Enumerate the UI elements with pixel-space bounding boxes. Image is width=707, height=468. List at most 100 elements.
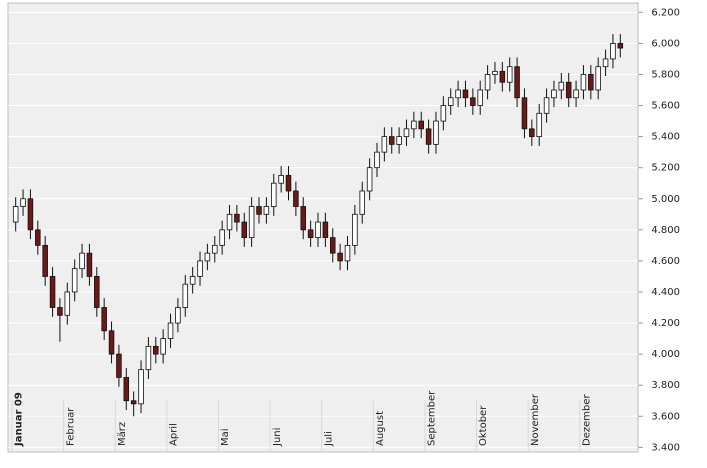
candle-body [381,136,388,153]
candle-body [447,97,454,106]
candle-body [189,276,196,285]
candle-body [256,206,262,215]
y-tick-label: 4.600 [651,256,680,267]
candle-body [337,252,343,262]
y-tick-label: 4.000 [651,349,680,360]
candle-body [617,42,624,49]
candle-body [20,198,26,207]
candle-body [234,213,240,223]
candle-body [418,120,424,130]
candle-body [27,198,34,231]
candle-body [248,206,255,238]
candle-body [329,237,336,254]
y-tick-label: 4.200 [651,318,680,329]
candle-body [396,136,402,145]
candle-body [71,268,78,293]
x-tick-label: September [427,390,438,446]
candle-body [484,74,491,91]
y-tick-label: 6.200 [651,7,680,18]
candle-body [521,97,528,130]
candle-body [551,89,557,99]
candle-body [359,190,366,215]
x-tick-label: Juli [323,431,334,447]
x-tick-label: Mai [220,428,231,446]
candle-body [580,74,587,91]
candle-body [499,70,506,83]
candle-body [130,400,137,405]
x-tick-label: November [530,393,541,446]
x-tick-label: Oktober [478,405,489,446]
candle-body [536,112,542,138]
y-tick-label: 5.400 [651,132,680,143]
candle-body [352,213,358,246]
candle-body [153,345,159,355]
candle-body [35,229,41,246]
candle-body [462,89,469,99]
y-tick-label: 5.200 [651,163,680,174]
candle-body [558,81,565,91]
candle-body [12,206,19,223]
candle-body [138,369,144,405]
candle-body [344,244,351,262]
x-tick-label: Februar [65,407,76,446]
y-tick-label: 6.000 [651,38,680,49]
candle-body [529,128,535,138]
candle-body [492,70,498,75]
candle-body [455,89,461,99]
y-tick-label: 3.400 [651,442,680,453]
candle-body [433,120,439,145]
candle-body [145,345,152,371]
candle-body [108,330,115,355]
candle-body [315,221,321,238]
candle-body [94,276,100,308]
y-tick-label: 5.600 [651,101,680,112]
candle-body [86,252,93,277]
candle-body [374,151,380,169]
y-tick-label: 3.600 [651,411,680,422]
candle-body [388,136,395,145]
candle-body [411,120,417,130]
candle-body [182,283,189,308]
candle-body [278,175,284,184]
y-tick-label: 3.800 [651,380,680,391]
candle-body [42,244,48,277]
candle-body [49,276,56,308]
candle-body [543,97,550,114]
candle-body [470,97,476,106]
candle-body [270,182,277,207]
candle-body [116,353,122,378]
candle-body [440,105,447,122]
candle-body [425,128,432,145]
candle-body [477,89,483,106]
candle-body [403,128,410,138]
candle-body [514,66,520,99]
candle-body [588,74,594,91]
x-tick-label: April [169,423,180,446]
candle-body [263,206,270,215]
candle-body [175,307,181,324]
candle-body [160,338,166,355]
y-tick-label: 5.000 [651,194,680,205]
x-tick-label: Dezember [581,394,592,446]
candle-body [610,42,616,60]
x-tick-label: Januar 09 [14,392,25,447]
candle-body [79,252,85,270]
candle-body [322,221,329,238]
candle-body [226,213,233,231]
y-tick-label: 5.800 [651,69,680,80]
candle-body [595,66,601,91]
candle-body [565,81,572,99]
candle-body [285,175,292,192]
candle-body [573,89,579,99]
candle-body [300,206,307,231]
candle-body [602,58,609,68]
candle-body [101,307,107,332]
candle-body [293,190,299,207]
candle-body [64,291,71,316]
candle-body [219,229,225,246]
candle-body [204,252,211,262]
y-tick-label: 4.800 [651,225,680,236]
x-tick-label: März [117,422,128,446]
candle-body [212,244,218,254]
